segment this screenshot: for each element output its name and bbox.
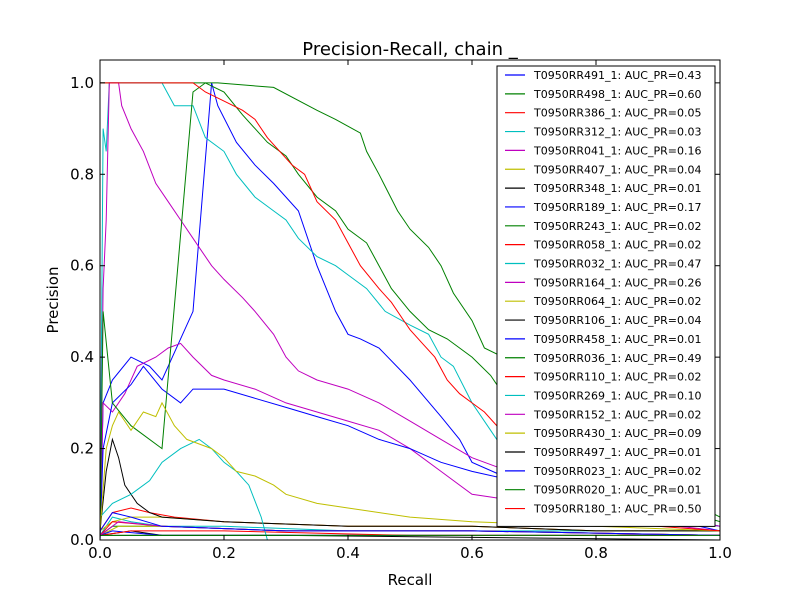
- y-tick-label: 0.0: [70, 531, 94, 549]
- legend-entry-8: T0950RR243_1: AUC_PR=0.02: [533, 220, 701, 233]
- y-tick-label: 0.8: [70, 165, 94, 183]
- legend-entry-21: T0950RR023_1: AUC_PR=0.02: [533, 465, 701, 478]
- series-line-3: [100, 516, 720, 536]
- legend-entry-12: T0950RR064_1: AUC_PR=0.02: [533, 295, 701, 308]
- legend-entry-5: T0950RR407_1: AUC_PR=0.04: [533, 163, 701, 176]
- legend-entry-7: T0950RR189_1: AUC_PR=0.17: [533, 201, 701, 214]
- x-tick-label: 0.0: [88, 544, 112, 562]
- series-layer: [100, 82, 720, 540]
- legend-entry-18: T0950RR152_1: AUC_PR=0.02: [533, 408, 701, 421]
- series-line-13: [100, 437, 720, 532]
- plot-frame: [99, 59, 721, 541]
- y-tick-label: 0.4: [70, 348, 94, 366]
- x-tick-label: 1.0: [708, 544, 732, 562]
- legend-entry-1: T0950RR498_1: AUC_PR=0.60: [533, 88, 701, 101]
- series-line-21: [100, 512, 720, 536]
- legend-entry-6: T0950RR348_1: AUC_PR=0.01: [533, 182, 701, 195]
- legend-entry-20: T0950RR497_1: AUC_PR=0.01: [533, 446, 701, 459]
- legend-entry-2: T0950RR386_1: AUC_PR=0.05: [533, 107, 701, 120]
- y-axis-label: Precision: [44, 267, 62, 334]
- legend-entry-10: T0950RR032_1: AUC_PR=0.47: [533, 258, 701, 271]
- series-line-0: [100, 82, 720, 540]
- legend-entry-3: T0950RR312_1: AUC_PR=0.03: [533, 126, 701, 139]
- legend-entry-22: T0950RR020_1: AUC_PR=0.01: [533, 484, 701, 497]
- series-line-4: [100, 342, 720, 540]
- legend-box: [496, 65, 716, 527]
- series-line-11: [100, 82, 720, 540]
- legend-entry-17: T0950RR269_1: AUC_PR=0.10: [533, 389, 701, 402]
- x-tick-label: 0.4: [336, 544, 360, 562]
- x-axis-label: Recall: [388, 571, 433, 589]
- legend-entry-4: T0950RR041_1: AUC_PR=0.16: [533, 144, 701, 157]
- y-tick-label: 0.2: [70, 440, 94, 458]
- series-line-10: [100, 82, 720, 540]
- x-tick-label: 0.8: [584, 544, 608, 562]
- series-line-19: [100, 401, 720, 532]
- legend-entry-14: T0950RR458_1: AUC_PR=0.01: [533, 333, 701, 346]
- legend-entry-13: T0950RR106_1: AUC_PR=0.04: [533, 314, 701, 327]
- y-tick-label: 1.0: [70, 74, 94, 92]
- x-tick-label: 0.2: [212, 544, 236, 562]
- legend-entry-9: T0950RR058_1: AUC_PR=0.02: [533, 239, 701, 252]
- x-tick-label: 0.6: [460, 544, 484, 562]
- legend-entry-19: T0950RR430_1: AUC_PR=0.09: [533, 427, 701, 440]
- y-tick-label: 0.6: [70, 257, 94, 275]
- legend-entry-16: T0950RR110_1: AUC_PR=0.02: [533, 371, 701, 384]
- legend-entry-0: T0950RR491_1: AUC_PR=0.43: [533, 69, 701, 82]
- legend-entry-15: T0950RR036_1: AUC_PR=0.49: [533, 352, 701, 365]
- ticks-layer: 0.0 0.2 0.4 0.6 0.8 1.0 0.0 0.2 0.4 0.6 0.8 1.0: [70, 60, 732, 562]
- series-line-17: [100, 438, 268, 540]
- legend-entry-23: T0950RR180_1: AUC_PR=0.50: [533, 503, 701, 516]
- chart-title: Precision-Recall, chain _: [302, 39, 518, 60]
- legend: T0950RR491_1: AUC_PR=0.43 T0950RR498_1: A…: [496, 65, 716, 527]
- legend-entry-11: T0950RR164_1: AUC_PR=0.26: [533, 276, 701, 289]
